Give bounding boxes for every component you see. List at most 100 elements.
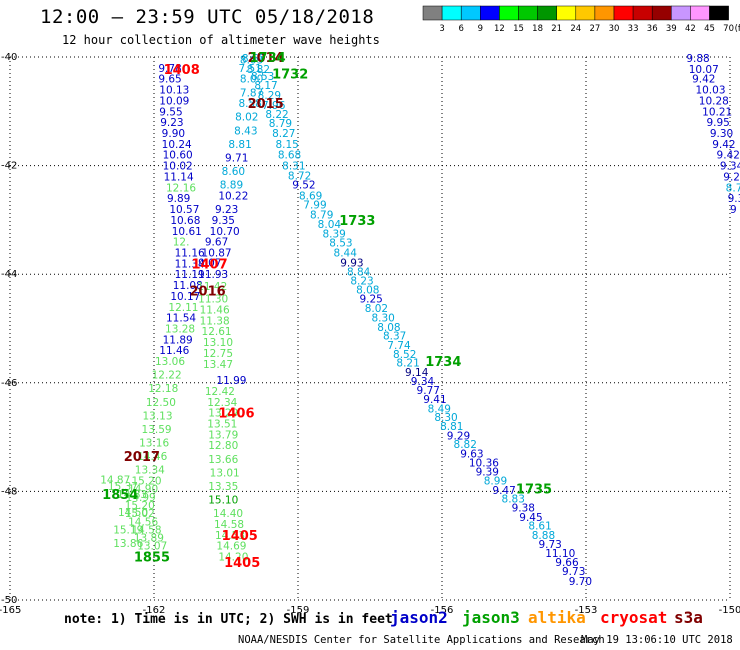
wave-height-value: 9.78 [158,63,181,75]
wave-height-value: 11.89 [163,334,193,346]
wave-height-value: 8.72 [288,170,311,182]
colorbar-swatch [671,5,691,21]
wave-height-value: 8.79 [269,118,292,130]
wave-height-value: 9.29 [447,430,470,442]
pass-time-label: 1735 [516,483,552,498]
wave-height-value: 8.43 [234,125,257,137]
wave-height-value: 8.63 [242,53,265,65]
wave-height-value: 12. [173,237,190,249]
wave-height-value: 8.39 [322,228,345,240]
wave-height-value: 9.42 [717,150,740,162]
wave-height-value: 8.30 [434,412,457,424]
wave-height-value: 10.17 [170,291,200,303]
wave-height-value: 9.63 [460,448,483,460]
wave-height-value: 14.83 [117,489,147,501]
colorbar-label: 3 [439,24,444,34]
wave-height-value: 8.21 [396,358,419,370]
wave-height-value: 14.53 [215,530,245,542]
wave-height-value: 8.08 [356,284,379,296]
colorbar-swatch [632,5,653,21]
wave-height-value: 9.90 [162,128,185,140]
wave-height-value: 8.81 [228,139,251,151]
wave-height-value: 10.22 [218,190,248,202]
wave-height-value: 9.73 [538,539,561,551]
wave-height-value: 8.52 [393,349,416,361]
wave-height-value: 8.22 [265,109,288,121]
wave-height-value: 8.08 [377,322,400,334]
wave-height-value: 9.34 [411,376,435,388]
wave-height-value: 11.38 [200,315,230,327]
pass-time-label: 1855 [134,551,170,566]
colorbar-swatch [575,5,596,21]
wave-height-value: 9.73 [562,566,585,578]
wave-height-value: 9.95 [706,117,729,129]
wave-height-value: 9.67 [205,237,228,249]
wave-height-value: 9.89 [167,193,190,205]
wave-height-value: 8.61 [528,521,551,533]
wave-height-value: 12.16 [166,182,196,194]
wave-height-value: 10.70 [210,226,240,238]
wave-height-value: 8.17 [254,80,277,92]
pass-time-label: 1734 [425,355,461,370]
wave-height-value: 8.53 [329,238,352,250]
wave-height-value: 15.37 [108,481,138,493]
wave-height-value: 10.07 [689,64,719,76]
chart-subtitle: 12 hour collection of altimeter wave hei… [62,33,380,47]
legend-s3a: s3a [674,608,703,627]
colorbar-label: 21 [551,24,562,34]
wave-height-value: 9.25 [723,171,740,183]
wave-height-value: 11.54 [166,313,196,325]
wave-height-value: 10.36 [469,458,499,470]
colorbar-label: 39 [666,24,677,34]
pass-time-label: 1408 [164,63,200,78]
wave-height-value: 10.24 [162,139,192,151]
wave-height-value: 14.40 [213,508,243,520]
wave-height-value: 8.82 [454,439,477,451]
wave-height-value: 13.51 [207,419,237,431]
colorbar-label: 6 [458,24,463,34]
wave-height-value: 8.7 [726,182,740,194]
wave-height-value: 9.93 [340,257,363,269]
colorbar-swatch [556,5,577,21]
colorbar-swatch [537,5,557,21]
wave-height-value: 9.66 [555,557,579,569]
wave-height-value: 10.60 [163,150,193,162]
pass-time-label: 1405 [222,529,258,544]
wave-height-value: 11.08 [173,280,203,292]
grid-lines [9,56,731,601]
wave-height-value: 14.90 [128,484,158,496]
wave-height-value: 11.93 [198,269,228,281]
legend-jason2: jason2 [390,608,448,627]
wave-height-value: 9.52 [292,180,315,192]
wave-height-value: 8.53 [251,71,274,83]
pass-time-label: 1732 [272,67,308,82]
wave-height-value: 12.18 [148,383,178,395]
colorbar-label: 70 [723,24,734,34]
wave-height-value: 11.46 [200,304,230,316]
wave-height-value: 11.10 [545,548,575,560]
wave-height-value: 11.30 [198,294,228,306]
wave-height-value: 14.50 [118,507,148,519]
wave-height-value: 7.96 [262,100,286,112]
colorbar-label: 27 [589,24,600,34]
x-tick-label: -162 [143,605,166,616]
wave-height-value: 13.16 [139,438,169,450]
wave-height-value: 8.81 [440,421,463,433]
wave-height-value: 12.22 [152,370,182,382]
wave-height-value: 9.34 [720,161,740,173]
wave-height-value: 15.20 [131,476,161,488]
wave-height-value: 9.39 [476,466,499,478]
x-tick-label: -159 [287,605,310,616]
y-tick-label: -50 [1,595,17,606]
x-tick-label: -156 [431,605,454,616]
colorbar-label: 42 [685,24,696,34]
wave-height-value: 10.87 [202,247,232,259]
colorbar-swatch [499,5,519,21]
pass-time-label: 2015 [248,97,284,112]
wave-height-value: 8.82 [247,64,270,76]
wave-height-value: 8.23 [350,276,373,288]
wave-height-value: 7.51 [238,63,261,75]
wave-height-value: 8.30 [371,313,394,325]
wave-height-value: 9.38 [512,503,535,515]
